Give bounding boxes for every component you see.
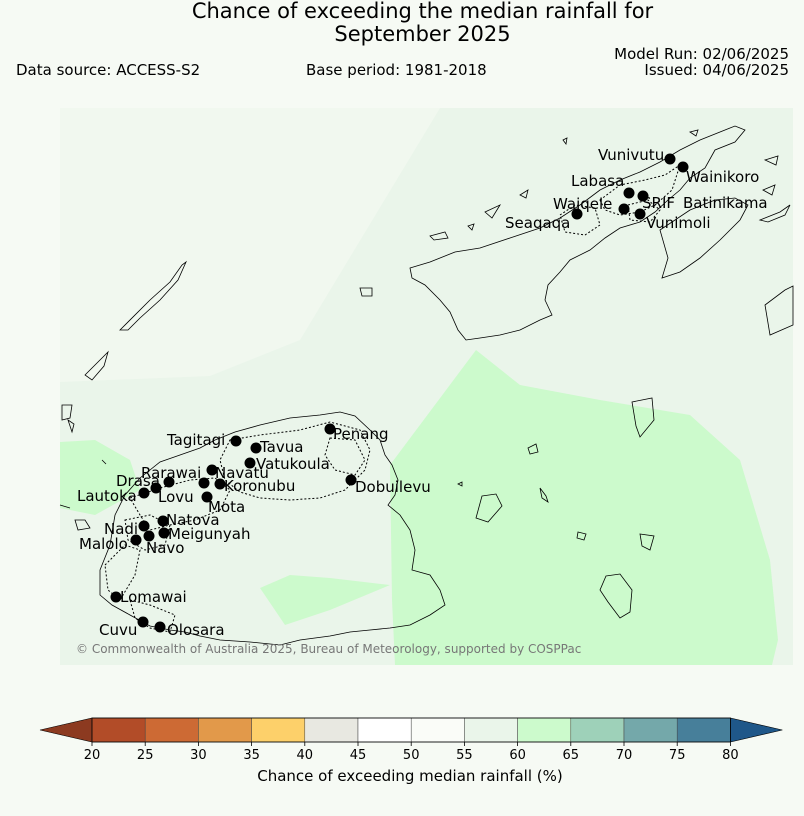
base-period-text: Base period: 1981-2018 <box>306 61 487 79</box>
station-label: Navatu <box>215 464 269 482</box>
station-label: Wainikoro <box>686 168 759 186</box>
station-dot <box>206 464 218 476</box>
station-label: Dobuilevu <box>355 478 431 496</box>
station-dot <box>198 477 210 489</box>
station-dot <box>130 534 142 546</box>
station-dot <box>230 435 242 447</box>
wet-zone-west <box>60 440 140 515</box>
station-dot <box>571 208 583 220</box>
station-dot <box>618 203 630 215</box>
station-dot <box>324 423 336 435</box>
station-dot <box>250 442 262 454</box>
station-dot <box>214 478 226 490</box>
colorbar-tick-label: 20 <box>84 748 101 763</box>
title-line-1: Chance of exceeding the median rainfall … <box>191 0 654 23</box>
station-label: Vunimoli <box>646 214 711 232</box>
station-dot <box>664 153 676 165</box>
colorbar-tick-label: 60 <box>509 748 526 763</box>
station-dot <box>637 190 649 202</box>
colorbar-segment <box>410 717 465 743</box>
colorbar-segment <box>623 717 678 743</box>
station-dot <box>150 482 162 494</box>
colorbar-segment <box>304 717 359 743</box>
copyright-text: © Commonwealth of Australia 2025, Bureau… <box>76 642 581 656</box>
model-run-text: Model Run: 02/06/2025 <box>614 45 789 63</box>
colorbar: 20 25 30 35 40 45 50 55 60 65 70 75 80 <box>39 717 783 763</box>
station-label: Batinikama <box>683 194 768 212</box>
colorbar-segment <box>144 717 199 743</box>
colorbar-tick-label: 80 <box>722 748 739 763</box>
station-label: Waiqele <box>553 195 612 213</box>
station-label: Cuvu <box>99 621 137 639</box>
colorbar-tick-label: 75 <box>669 748 686 763</box>
station-label: Mota <box>208 498 245 516</box>
station-dot <box>345 474 357 486</box>
station-label: SRIF <box>642 194 675 212</box>
colorbar-tick-label: 30 <box>190 748 207 763</box>
wet-zone-east <box>390 350 778 665</box>
colorbar-under-arrow <box>39 717 93 743</box>
colorbar-segment <box>251 717 306 743</box>
station-dot <box>157 515 169 527</box>
station-dot <box>158 527 170 539</box>
station-label: Malolo <box>79 535 128 553</box>
station-label: Lovu <box>158 488 194 506</box>
colorbar-segment <box>91 717 146 743</box>
colorbar-tick-label: 65 <box>563 748 580 763</box>
colorbar-over-arrow <box>730 717 783 743</box>
station-label: Tagitagi <box>166 431 225 449</box>
colorbar-tick-label: 70 <box>616 748 633 763</box>
coastlines <box>59 125 794 646</box>
station-dot <box>154 621 166 633</box>
stations: Vunivutu Wainikoro Labasa Waiqele SRIF B… <box>77 146 768 639</box>
station-label: Olosara <box>167 621 225 639</box>
colorbar-segment <box>464 717 518 743</box>
station-dot <box>244 457 256 469</box>
wet-zone-south <box>260 575 390 625</box>
colorbar-tick-label: 50 <box>403 748 420 763</box>
station-label: Navo <box>146 539 184 557</box>
station-label: Labasa <box>571 172 624 190</box>
map-light-region <box>60 108 440 382</box>
station-label: Nadi <box>104 520 138 538</box>
station-dot <box>677 161 689 173</box>
station-dot <box>163 476 175 488</box>
station-label: Drasa <box>116 472 160 490</box>
station-dot <box>138 487 150 499</box>
colorbar-tick-label: 45 <box>350 748 367 763</box>
colorbar-segment <box>570 717 625 743</box>
station-label: Tavua <box>259 438 303 456</box>
station-label: Meigunyah <box>168 525 250 543</box>
station-dot <box>138 520 150 532</box>
issued-text: Issued: 04/06/2025 <box>644 61 789 79</box>
station-dot <box>623 187 635 199</box>
colorbar-segment <box>357 717 412 743</box>
station-label: Lautoka <box>77 487 137 505</box>
colorbar-segment <box>517 717 572 743</box>
colorbar-tick-label: 35 <box>243 748 260 763</box>
station-dot <box>201 491 213 503</box>
station-dot <box>634 208 646 220</box>
station-label: Natova <box>166 511 220 529</box>
data-source-text: Data source: ACCESS-S2 <box>16 61 201 79</box>
station-label: Koronubu <box>224 477 295 495</box>
colorbar-segment <box>198 717 252 743</box>
colorbar-segment <box>676 717 731 743</box>
station-label: Rarawai <box>141 464 201 482</box>
chart-title: Chance of exceeding the median rainfall … <box>0 0 804 46</box>
title-line-2: September 2025 <box>334 22 511 46</box>
colorbar-tick-label: 25 <box>137 748 154 763</box>
station-label: Vatukoula <box>256 455 330 473</box>
colorbar-label: Chance of exceeding median rainfall (%) <box>257 767 562 785</box>
colorbar-tick-label: 55 <box>456 748 473 763</box>
station-label: Seaqaqa <box>505 214 570 232</box>
colorbar-tick-label: 40 <box>297 748 314 763</box>
station-dot <box>137 616 149 628</box>
station-dot <box>143 530 155 542</box>
station-dot <box>110 591 122 603</box>
station-label: Lomawai <box>120 588 187 606</box>
station-label: Penang <box>333 425 388 443</box>
station-label: Vunivutu <box>598 146 664 164</box>
